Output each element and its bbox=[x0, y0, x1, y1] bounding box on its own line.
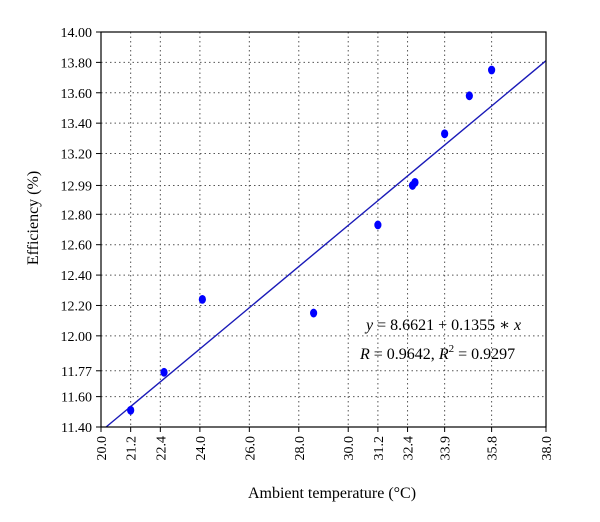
y-tick-label: 12.60 bbox=[61, 239, 93, 254]
y-tick-label: 13.60 bbox=[61, 87, 93, 102]
data-point bbox=[198, 294, 206, 304]
x-tick-label: 32.4 bbox=[402, 436, 417, 461]
x-tick-label: 20.0 bbox=[95, 436, 110, 461]
y-tick-label: 11.77 bbox=[61, 365, 92, 380]
data-point bbox=[465, 91, 473, 101]
y-axis-label: Efficiency (%) bbox=[25, 171, 42, 265]
data-point bbox=[374, 220, 382, 230]
x-axis-label: Ambient temperature (°C) bbox=[248, 485, 416, 502]
y-tick-label: 12.40 bbox=[61, 269, 93, 284]
x-tick-label: 22.4 bbox=[154, 436, 169, 461]
x-tick-label: 38.0 bbox=[540, 436, 555, 461]
x-tick-label: 28.0 bbox=[293, 436, 308, 461]
y-tick-label: 12.80 bbox=[61, 208, 93, 223]
x-axis-ticks: 20.0 21.2 22.4 24.0 26.0 28.0 30.0 31.2 32.4 33.9… bbox=[95, 427, 555, 461]
fit-statistics: R = 0.9642, R2 = 0.9297 bbox=[359, 343, 515, 363]
y-tick-label: 12.99 bbox=[61, 179, 93, 194]
x-tick-label: 31.2 bbox=[372, 436, 387, 461]
x-tick-label: 35.8 bbox=[486, 436, 501, 461]
y-axis-ticks: 11.40 11.60 11.77 12.00 12.20 12.40 12.60 12.80… bbox=[61, 26, 101, 436]
data-points bbox=[127, 65, 496, 415]
data-point bbox=[488, 65, 496, 75]
y-tick-label: 11.40 bbox=[61, 421, 92, 436]
data-point bbox=[411, 178, 419, 187]
grid-lines bbox=[101, 32, 546, 427]
x-tick-label: 24.0 bbox=[194, 436, 209, 461]
y-tick-label: 11.60 bbox=[61, 391, 92, 406]
y-tick-label: 13.20 bbox=[61, 148, 93, 163]
y-tick-label: 12.00 bbox=[61, 330, 93, 345]
plot-frame bbox=[100, 31, 547, 428]
y-tick-label: 14.00 bbox=[61, 26, 93, 41]
data-point bbox=[127, 405, 135, 415]
data-point bbox=[310, 308, 318, 318]
y-tick-label: 13.40 bbox=[61, 117, 93, 132]
regression-line bbox=[105, 60, 547, 428]
y-tick-label: 12.20 bbox=[61, 299, 93, 314]
data-point bbox=[441, 129, 449, 139]
y-tick-label: 13.80 bbox=[61, 56, 93, 71]
data-point bbox=[160, 367, 168, 377]
fit-equation: y = 8.6621 + 0.1355 ∗ x bbox=[364, 317, 521, 334]
x-tick-label: 26.0 bbox=[243, 436, 258, 461]
x-tick-label: 21.2 bbox=[125, 436, 140, 461]
x-tick-label: 30.0 bbox=[342, 436, 357, 461]
x-tick-label: 33.9 bbox=[439, 436, 454, 461]
